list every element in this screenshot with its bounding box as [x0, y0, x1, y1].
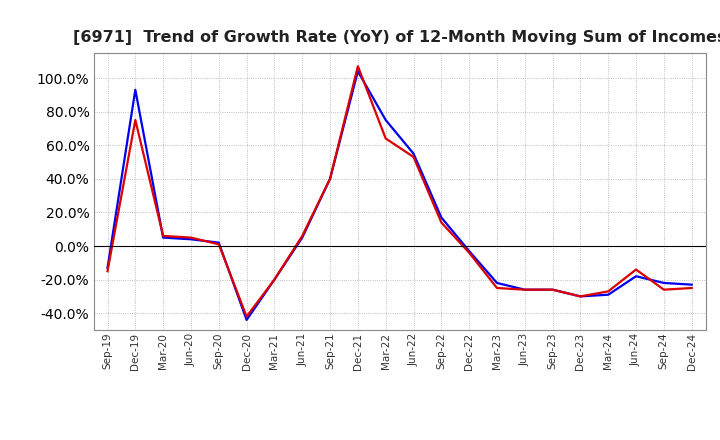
Line: Net Income Growth Rate: Net Income Growth Rate: [107, 66, 692, 316]
Net Income Growth Rate: [492, 286, 501, 291]
Net Income Growth Rate: [465, 250, 474, 255]
Net Income Growth Rate: [631, 267, 640, 272]
Ordinary Income Growth Rate: [354, 69, 362, 74]
Net Income Growth Rate: [270, 277, 279, 282]
Ordinary Income Growth Rate: [325, 176, 334, 181]
Ordinary Income Growth Rate: [465, 249, 474, 254]
Net Income Growth Rate: [354, 64, 362, 69]
Ordinary Income Growth Rate: [631, 274, 640, 279]
Ordinary Income Growth Rate: [298, 235, 307, 240]
Net Income Growth Rate: [159, 233, 168, 238]
Net Income Growth Rate: [688, 286, 696, 291]
Ordinary Income Growth Rate: [409, 151, 418, 156]
Net Income Growth Rate: [660, 287, 668, 292]
Ordinary Income Growth Rate: [521, 287, 529, 292]
Ordinary Income Growth Rate: [242, 317, 251, 323]
Net Income Growth Rate: [242, 314, 251, 319]
Net Income Growth Rate: [103, 268, 112, 274]
Net Income Growth Rate: [382, 136, 390, 141]
Ordinary Income Growth Rate: [576, 294, 585, 299]
Ordinary Income Growth Rate: [103, 265, 112, 271]
Ordinary Income Growth Rate: [437, 215, 446, 220]
Net Income Growth Rate: [521, 287, 529, 292]
Net Income Growth Rate: [186, 235, 195, 240]
Net Income Growth Rate: [298, 233, 307, 238]
Ordinary Income Growth Rate: [382, 117, 390, 123]
Net Income Growth Rate: [409, 154, 418, 160]
Net Income Growth Rate: [131, 117, 140, 123]
Net Income Growth Rate: [576, 294, 585, 299]
Title: [6971]  Trend of Growth Rate (YoY) of 12-Month Moving Sum of Incomes: [6971] Trend of Growth Rate (YoY) of 12-…: [73, 29, 720, 45]
Ordinary Income Growth Rate: [131, 87, 140, 92]
Net Income Growth Rate: [437, 220, 446, 225]
Ordinary Income Growth Rate: [186, 237, 195, 242]
Net Income Growth Rate: [604, 289, 613, 294]
Net Income Growth Rate: [549, 287, 557, 292]
Ordinary Income Growth Rate: [660, 280, 668, 286]
Net Income Growth Rate: [215, 242, 223, 247]
Ordinary Income Growth Rate: [215, 240, 223, 245]
Net Income Growth Rate: [325, 176, 334, 181]
Ordinary Income Growth Rate: [270, 277, 279, 282]
Ordinary Income Growth Rate: [604, 292, 613, 297]
Ordinary Income Growth Rate: [159, 235, 168, 240]
Ordinary Income Growth Rate: [549, 287, 557, 292]
Ordinary Income Growth Rate: [492, 280, 501, 286]
Ordinary Income Growth Rate: [688, 282, 696, 287]
Line: Ordinary Income Growth Rate: Ordinary Income Growth Rate: [107, 71, 692, 320]
